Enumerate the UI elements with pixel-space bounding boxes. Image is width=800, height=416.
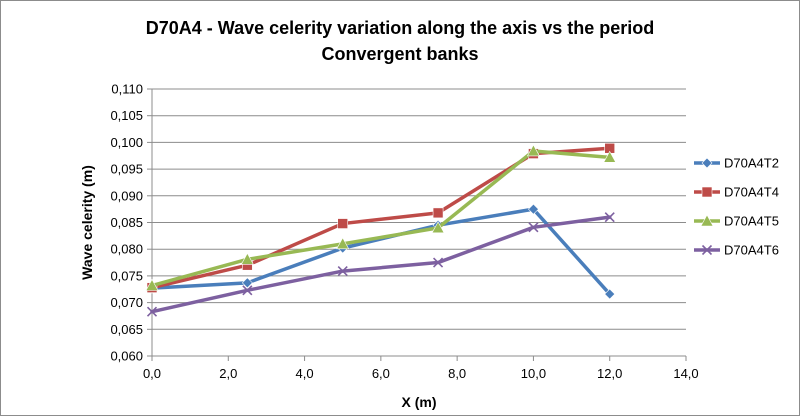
data-point-D70A4T5 [336, 237, 350, 250]
legend-item-D70A4T6: D70A4T6 [694, 243, 779, 258]
data-point-D70A4T6 [146, 306, 158, 317]
legend-label: D70A4T2 [724, 156, 779, 171]
x-tick-label: 10,0 [521, 366, 546, 381]
y-tick-label: 0,070 [110, 295, 143, 310]
data-point-D70A4T5 [603, 150, 617, 163]
data-point-D70A4T5 [431, 221, 445, 234]
data-point-D70A4T6 [433, 257, 444, 268]
legend-label: D70A4T6 [724, 243, 779, 258]
data-point-D70A4T6 [242, 285, 253, 296]
data-point-D70A4T4 [337, 218, 349, 229]
data-point-D70A4T6 [528, 222, 539, 233]
y-tick-label: 0,085 [110, 215, 143, 230]
y-tick-label: 0,095 [110, 162, 143, 177]
legend-item-D70A4T4: D70A4T4 [694, 185, 779, 200]
chart-title-line-2: Convergent banks [321, 44, 478, 64]
series-D70A4T6 [146, 212, 615, 317]
x-tick-label: 14,0 [673, 366, 698, 381]
x-tick-label: 12,0 [597, 366, 622, 381]
series-D70A4T5 [145, 144, 617, 291]
legend-marker [700, 214, 714, 227]
legend-marker [701, 157, 713, 169]
y-tick-label: 0,075 [110, 268, 143, 283]
x-tick-label: 0,0 [143, 366, 161, 381]
data-point-D70A4T2 [528, 203, 539, 215]
axes: 0,060 0,065 0,070 0,075 0,080 0,085 0,090 0,095… [79, 82, 699, 411]
data-point-D70A4T4 [432, 207, 444, 219]
x-tick-label: 4,0 [296, 366, 314, 381]
chart-title-group: D70A4 - Wave celerity variation along th… [146, 18, 655, 64]
legend-label: D70A4T4 [724, 185, 779, 200]
y-tick-label: 0,060 [110, 349, 143, 364]
legend-marker [701, 244, 713, 256]
legend: D70A4T2 D70A4T4 D70A4T5 D70A4T6 [694, 156, 779, 258]
y-tick-label: 0,110 [111, 82, 143, 97]
chart-title-line-1: D70A4 - Wave celerity variation along th… [146, 18, 655, 38]
y-tick-label: 0,105 [110, 108, 143, 123]
x-axis-title: X (m) [402, 394, 437, 410]
series-line-D70A4T5 [150, 149, 612, 288]
x-tick-label: 6,0 [372, 366, 390, 381]
legend-item-D70A4T2: D70A4T2 [694, 156, 779, 171]
data-point-D70A4T6 [604, 212, 615, 223]
y-tick-label: 0,065 [110, 322, 143, 337]
data-point-D70A4T5 [526, 144, 540, 157]
x-tick-label: 2,0 [219, 366, 237, 381]
x-tick-label: 8,0 [448, 366, 466, 381]
legend-marker [701, 186, 713, 198]
series-group [145, 142, 617, 317]
data-point-D70A4T5 [145, 278, 159, 291]
y-tick-label: 0,090 [110, 188, 143, 203]
legend-item-D70A4T5: D70A4T5 [694, 214, 779, 229]
y-tick-label: 0,100 [110, 135, 143, 150]
data-point-D70A4T2 [241, 277, 253, 289]
legend-label: D70A4T5 [724, 214, 779, 229]
gridlines [152, 88, 686, 330]
data-point-D70A4T6 [337, 266, 348, 277]
data-point-D70A4T5 [240, 252, 254, 265]
y-axis-title: Wave celerity (m) [79, 165, 95, 280]
series-line-D70A4T6 [150, 215, 612, 314]
data-point-D70A4T2 [604, 288, 616, 300]
y-tick-label: 0,080 [110, 242, 143, 257]
